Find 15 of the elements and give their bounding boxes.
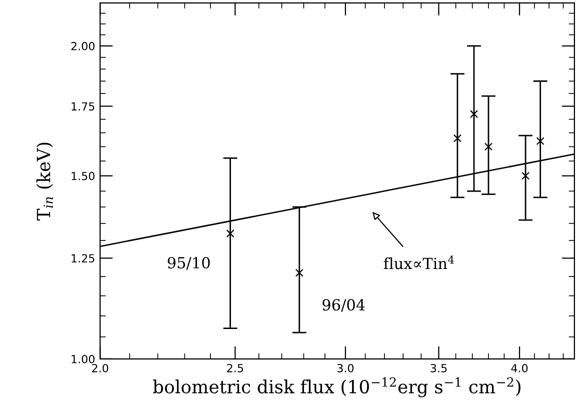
annotation: 96/04 xyxy=(322,299,365,312)
annotation: 95/10 xyxy=(168,256,210,270)
y-tick-label: 1.50 xyxy=(72,172,95,180)
x-axis-title: bolometric disk flux (10$^{−12}$erg s$^{−1}$ cm$^{−2}$) xyxy=(152,377,520,398)
x-tick-label: 2.0 xyxy=(92,364,108,372)
x-tick-label: 4.0 xyxy=(511,364,528,372)
y-tick-label: 2.00 xyxy=(71,42,95,50)
y-axis-title: T$_{in}$ (keV) xyxy=(36,142,53,220)
x-tick-label: 3.5 xyxy=(430,364,447,372)
x-tick-label: 3.0 xyxy=(337,364,354,372)
y-tick-label: 1.75 xyxy=(72,102,94,111)
y-tick-label: 1.25 xyxy=(72,254,94,263)
annotation: flux∝Tin$^{4}$ xyxy=(384,256,454,270)
y-tick-label: 1.00 xyxy=(72,354,95,364)
x-tick-label: 2.5 xyxy=(227,364,243,372)
